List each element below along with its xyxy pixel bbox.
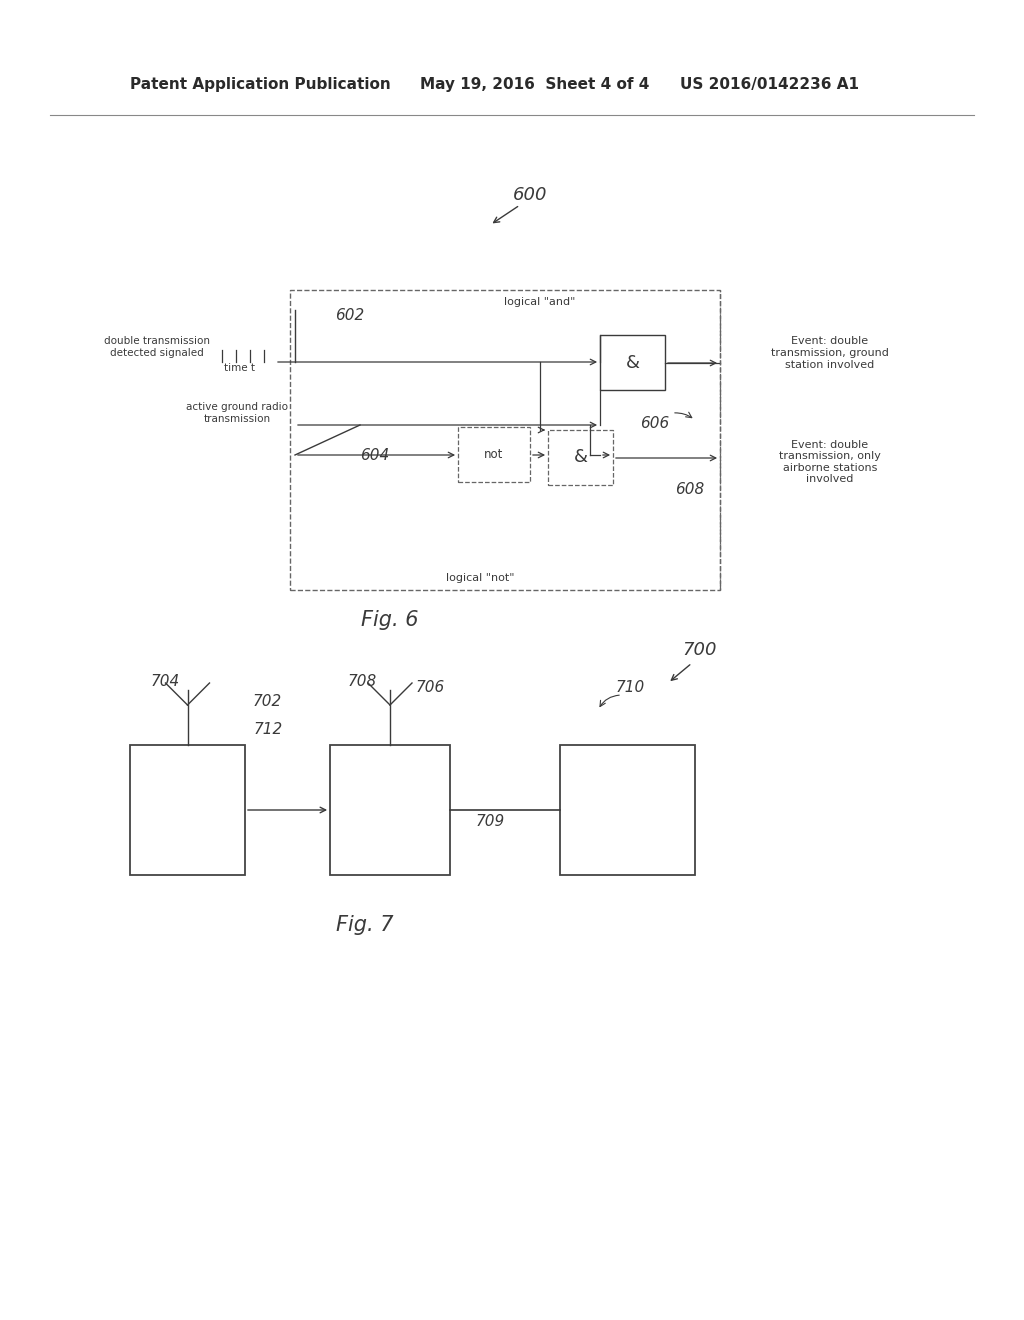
Text: 604: 604	[360, 447, 389, 462]
Bar	[130, 744, 245, 875]
Bar	[600, 335, 665, 389]
Text: logical "not": logical "not"	[445, 573, 514, 583]
Bar	[458, 426, 530, 482]
Text: 708: 708	[347, 675, 377, 689]
Text: Fig. 7: Fig. 7	[336, 915, 394, 935]
Text: May 19, 2016  Sheet 4 of 4: May 19, 2016 Sheet 4 of 4	[420, 78, 649, 92]
Text: double transmission
detected signaled: double transmission detected signaled	[104, 337, 210, 358]
Bar	[560, 744, 695, 875]
Bar	[548, 430, 613, 484]
Bar	[290, 290, 720, 590]
Text: Event: double
transmission, only
airborne stations
involved: Event: double transmission, only airborn…	[779, 440, 881, 484]
Text: 702: 702	[252, 694, 282, 710]
Text: Event: double
transmission, ground
station involved: Event: double transmission, ground stati…	[771, 337, 889, 370]
Text: &: &	[626, 354, 640, 371]
Text: Fig. 6: Fig. 6	[361, 610, 419, 630]
Text: Patent Application Publication: Patent Application Publication	[130, 78, 391, 92]
Text: 602: 602	[336, 308, 365, 322]
Text: US 2016/0142236 A1: US 2016/0142236 A1	[680, 78, 859, 92]
Text: &: &	[573, 449, 588, 466]
Text: 712: 712	[253, 722, 283, 738]
Text: 700: 700	[683, 642, 717, 659]
Text: logical "and": logical "and"	[504, 297, 575, 308]
Text: 608: 608	[676, 483, 705, 498]
Text: time t: time t	[224, 363, 256, 374]
Text: 600: 600	[513, 186, 547, 205]
Text: 704: 704	[151, 675, 179, 689]
Text: not: not	[484, 447, 504, 461]
Text: active ground radio
transmission: active ground radio transmission	[186, 403, 288, 424]
Text: 706: 706	[416, 681, 444, 696]
Bar	[330, 744, 450, 875]
Text: 710: 710	[615, 681, 645, 696]
Text: 606: 606	[640, 416, 670, 430]
Text: 709: 709	[475, 814, 505, 829]
